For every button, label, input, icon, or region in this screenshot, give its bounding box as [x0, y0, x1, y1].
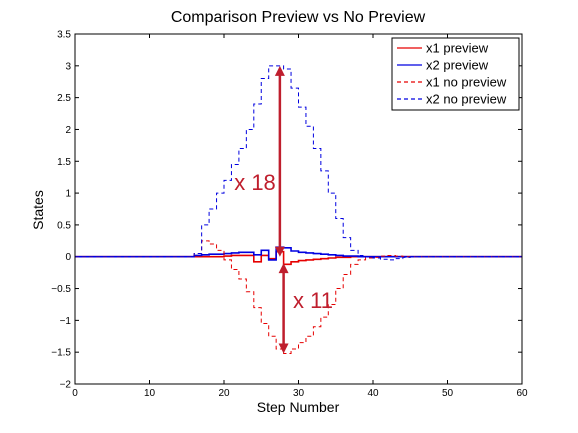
arrow-head-up	[274, 65, 285, 76]
annotation-label: x 11	[293, 288, 333, 313]
x-axis-title: Step Number	[257, 399, 340, 415]
legend-label: x2 preview	[426, 58, 489, 73]
y-tick-label: −1.5	[51, 348, 71, 359]
legend-label: x1 no preview	[426, 75, 507, 90]
axis-ticks: 0 10 20 30 40 50 60 −2 −1.5 −1 −0.5 0 0.5 1 1.5 2 2.5 3 3.…	[51, 30, 528, 400]
x-tick-label: 30	[293, 388, 305, 399]
arrow-head-down	[278, 343, 289, 354]
y-tick-label: 1.5	[57, 157, 71, 168]
y-tick-label: 1	[65, 189, 71, 200]
annotation-label: x 18	[234, 170, 276, 195]
series-line-3	[75, 240, 522, 354]
y-tick-label: 2.5	[57, 93, 71, 104]
y-tick-label: 2	[65, 125, 71, 136]
x-tick-label: 50	[442, 388, 454, 399]
x-tick-label: 60	[516, 388, 528, 399]
x-tick-label: 10	[144, 388, 156, 399]
legend-box	[391, 37, 520, 111]
y-tick-label: 0.5	[57, 220, 71, 231]
x-tick-label: 20	[218, 388, 230, 399]
y-tick-label: 3	[65, 61, 71, 72]
legend-label: x1 preview	[426, 41, 489, 56]
series-line-4	[75, 65, 522, 261]
legend: x1 preview x2 preview x1 no preview x2 no p…	[391, 37, 520, 111]
y-tick-label: −0.5	[51, 284, 71, 295]
y-tick-label: −1	[60, 316, 72, 327]
y-tick-label: 0	[65, 252, 71, 263]
plot-series	[75, 65, 522, 354]
annotations: x 18 x 11	[234, 65, 333, 354]
legend-label: x2 no preview	[426, 92, 507, 107]
plot-frame	[74, 33, 523, 385]
arrow-head-up	[278, 263, 289, 274]
x-tick-label: 0	[72, 388, 78, 399]
y-tick-label: 3.5	[57, 30, 71, 41]
y-axis-title: States	[30, 190, 46, 230]
y-tick-label: −2	[60, 380, 72, 391]
arrow-head-down	[274, 246, 285, 257]
chart-title: Comparison Preview vs No Preview	[171, 9, 426, 26]
x-tick-label: 40	[367, 388, 379, 399]
